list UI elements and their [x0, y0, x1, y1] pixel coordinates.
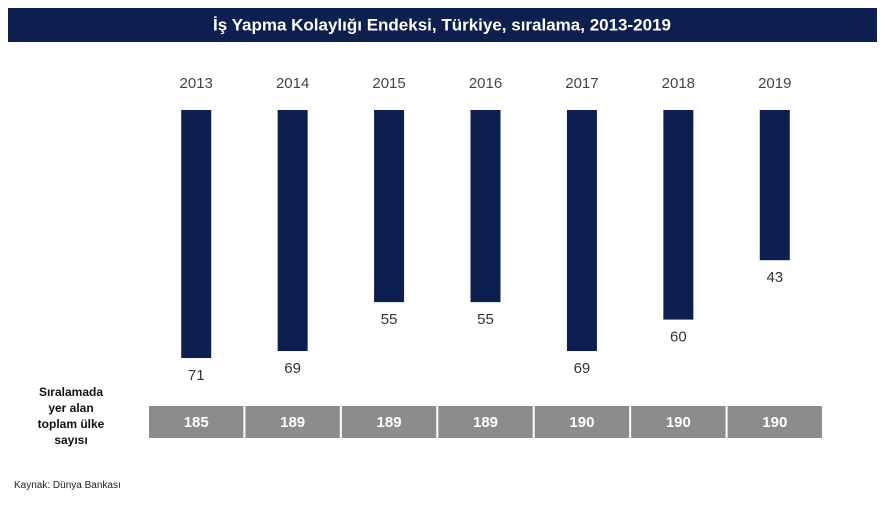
x-tick-label: 2016	[469, 75, 502, 92]
table-cell	[631, 406, 726, 438]
chart-title: İş Yapma Kolaylığı Endeksi, Türkiye, sır…	[213, 15, 671, 34]
bar	[374, 110, 405, 303]
x-tick-label: 2017	[565, 75, 598, 92]
table-row-label: Sıralamada yer alan toplam ülke sayısı	[37, 385, 105, 447]
value-label: 43	[766, 269, 783, 286]
table-cell	[727, 406, 822, 438]
table-value: 190	[762, 414, 787, 431]
bar	[277, 110, 308, 352]
bar	[759, 110, 790, 261]
value-label: 69	[284, 360, 301, 377]
value-label: 69	[574, 360, 591, 377]
table-value: 185	[184, 414, 209, 431]
table-cell	[245, 406, 340, 438]
x-tick-label: 2018	[662, 75, 695, 92]
x-tick-label: 2013	[180, 75, 213, 92]
source: Kaynak: Dünya Bankası	[14, 480, 121, 491]
x-tick-label: 2014	[276, 75, 309, 92]
bar	[181, 110, 212, 359]
table-cell	[534, 406, 630, 438]
table-cell	[438, 406, 533, 438]
x-tick-label: 2015	[372, 75, 405, 92]
table-value: 190	[666, 414, 691, 431]
bar	[566, 110, 597, 352]
table-value: 189	[473, 414, 498, 431]
value-label: 55	[381, 311, 398, 328]
table-value: 190	[569, 414, 594, 431]
table-cell	[341, 406, 437, 438]
table-value: 189	[280, 414, 305, 431]
value-label: 55	[477, 311, 494, 328]
value-label: 71	[188, 367, 205, 384]
value-label: 60	[670, 329, 687, 346]
title-bar	[8, 8, 877, 42]
bar	[663, 110, 694, 320]
table-value: 189	[377, 414, 402, 431]
x-tick-label: 2019	[758, 75, 791, 92]
table-cell	[149, 406, 244, 438]
bar	[470, 110, 501, 303]
